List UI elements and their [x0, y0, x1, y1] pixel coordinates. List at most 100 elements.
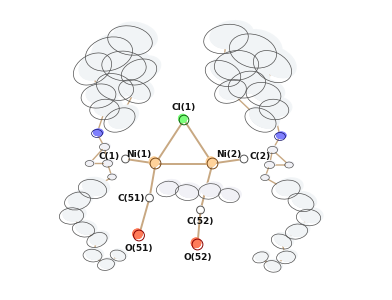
Ellipse shape: [115, 254, 121, 257]
Ellipse shape: [223, 53, 254, 74]
Ellipse shape: [70, 215, 73, 217]
Ellipse shape: [63, 206, 86, 222]
Ellipse shape: [261, 93, 266, 96]
Ellipse shape: [83, 59, 105, 77]
Ellipse shape: [227, 194, 231, 197]
Ellipse shape: [252, 83, 279, 102]
Ellipse shape: [87, 250, 100, 259]
Circle shape: [149, 157, 159, 167]
Ellipse shape: [126, 38, 134, 43]
Ellipse shape: [87, 160, 94, 165]
Ellipse shape: [288, 222, 310, 237]
Ellipse shape: [89, 253, 97, 258]
Ellipse shape: [184, 190, 190, 195]
Ellipse shape: [95, 132, 100, 135]
Ellipse shape: [269, 164, 270, 166]
Ellipse shape: [269, 145, 279, 152]
Ellipse shape: [96, 102, 115, 115]
Ellipse shape: [282, 254, 291, 260]
Ellipse shape: [278, 134, 283, 138]
Ellipse shape: [262, 175, 269, 179]
Ellipse shape: [91, 90, 107, 101]
Ellipse shape: [256, 254, 266, 260]
Ellipse shape: [238, 76, 259, 92]
Circle shape: [192, 239, 200, 247]
Text: Ni(2): Ni(2): [216, 150, 241, 159]
Ellipse shape: [94, 130, 102, 136]
Ellipse shape: [179, 184, 199, 198]
Ellipse shape: [110, 175, 114, 178]
Ellipse shape: [304, 214, 314, 220]
Ellipse shape: [84, 181, 105, 195]
Ellipse shape: [207, 189, 212, 194]
Ellipse shape: [258, 255, 263, 259]
Ellipse shape: [103, 262, 110, 267]
Ellipse shape: [269, 264, 276, 268]
Ellipse shape: [254, 114, 268, 125]
Circle shape: [191, 238, 201, 248]
Ellipse shape: [94, 131, 100, 136]
Ellipse shape: [279, 240, 284, 243]
Ellipse shape: [267, 62, 278, 71]
Ellipse shape: [90, 254, 95, 257]
Circle shape: [149, 197, 150, 199]
Ellipse shape: [87, 84, 116, 104]
Ellipse shape: [68, 190, 93, 207]
Ellipse shape: [80, 53, 112, 80]
Ellipse shape: [75, 199, 80, 203]
Ellipse shape: [98, 44, 123, 62]
Circle shape: [196, 206, 203, 212]
Circle shape: [198, 208, 202, 211]
Circle shape: [146, 195, 151, 200]
Ellipse shape: [133, 67, 146, 76]
Ellipse shape: [80, 52, 113, 80]
Ellipse shape: [301, 211, 318, 222]
Ellipse shape: [116, 27, 149, 49]
Ellipse shape: [127, 38, 133, 43]
Ellipse shape: [278, 135, 282, 138]
Ellipse shape: [183, 190, 191, 195]
Ellipse shape: [163, 186, 172, 192]
Ellipse shape: [94, 98, 120, 116]
Ellipse shape: [117, 29, 147, 49]
Circle shape: [194, 241, 200, 247]
Ellipse shape: [81, 55, 109, 79]
Ellipse shape: [263, 176, 267, 179]
Ellipse shape: [115, 116, 125, 124]
Text: O(52): O(52): [183, 253, 212, 262]
Circle shape: [193, 240, 200, 247]
Circle shape: [199, 208, 201, 211]
Ellipse shape: [102, 145, 108, 149]
Ellipse shape: [262, 174, 270, 180]
Ellipse shape: [80, 226, 88, 232]
Ellipse shape: [203, 184, 219, 196]
Circle shape: [207, 158, 216, 167]
Ellipse shape: [299, 201, 303, 204]
Ellipse shape: [103, 146, 107, 148]
Ellipse shape: [108, 49, 149, 76]
Ellipse shape: [294, 197, 309, 207]
Ellipse shape: [223, 37, 229, 41]
Circle shape: [243, 158, 245, 160]
Ellipse shape: [234, 70, 267, 94]
Circle shape: [154, 163, 156, 164]
Ellipse shape: [96, 94, 101, 98]
Circle shape: [124, 157, 127, 160]
Ellipse shape: [203, 185, 218, 196]
Ellipse shape: [219, 77, 249, 100]
Ellipse shape: [277, 181, 298, 195]
Ellipse shape: [224, 191, 236, 199]
Circle shape: [212, 163, 213, 164]
Ellipse shape: [105, 264, 107, 266]
Ellipse shape: [259, 49, 294, 78]
Ellipse shape: [290, 225, 306, 236]
Ellipse shape: [79, 226, 88, 232]
Ellipse shape: [271, 149, 274, 151]
Circle shape: [147, 196, 151, 199]
Ellipse shape: [108, 104, 139, 129]
Ellipse shape: [269, 146, 278, 152]
Ellipse shape: [236, 74, 261, 92]
Ellipse shape: [95, 100, 118, 116]
Ellipse shape: [235, 72, 264, 93]
Ellipse shape: [276, 237, 288, 245]
